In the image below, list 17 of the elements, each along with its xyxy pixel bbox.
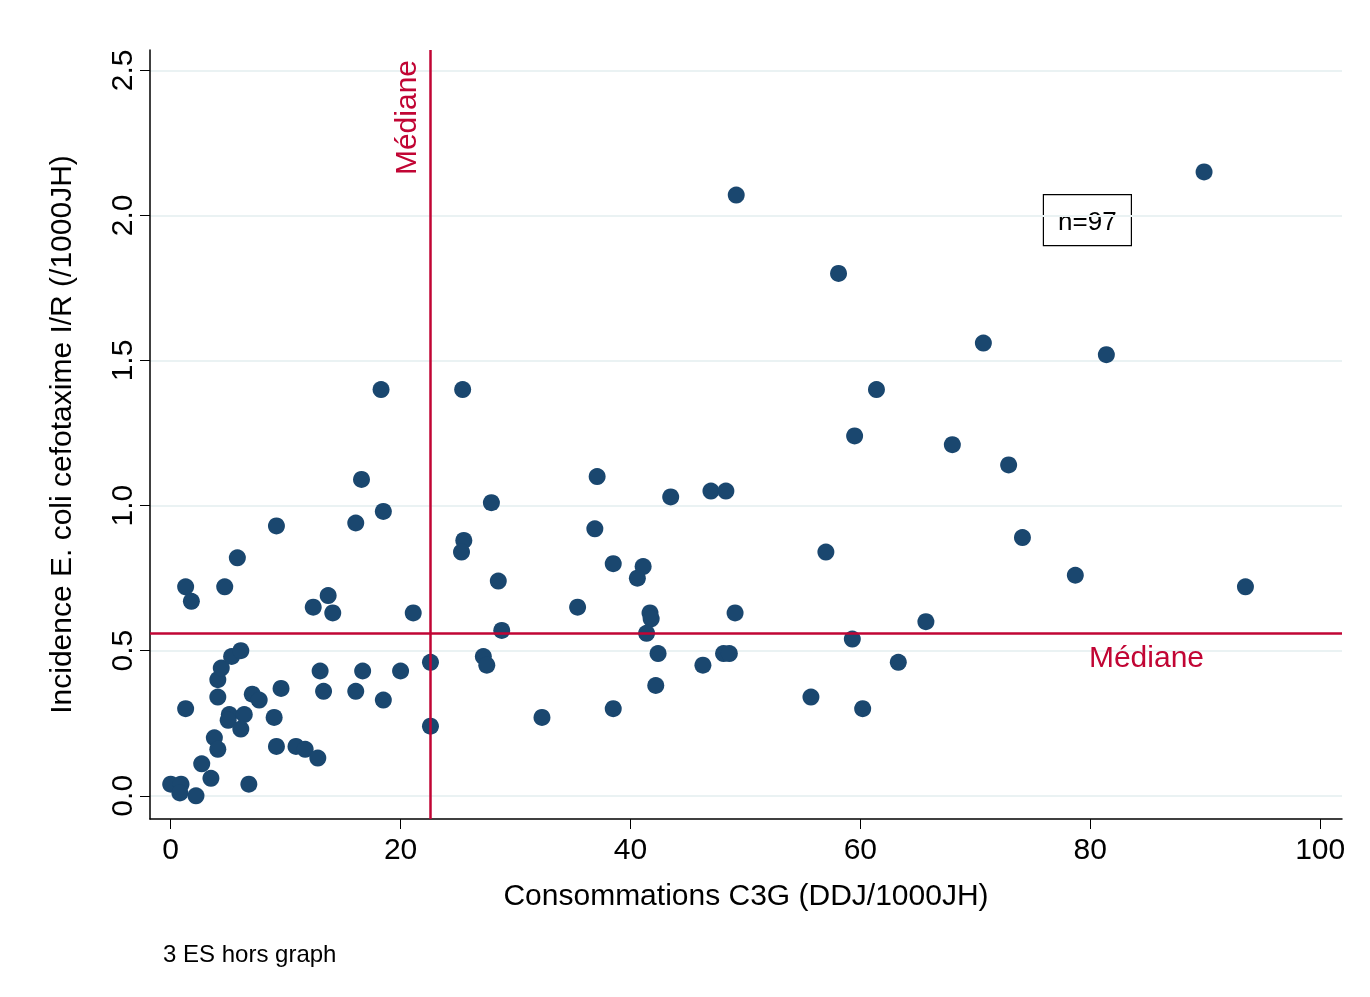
text: 3 ES hors graph [163, 939, 337, 967]
ref-line-label: Médiane [388, 60, 422, 176]
y-tick-label: 0.5 [104, 629, 138, 672]
x-tick-label: 60 [843, 831, 878, 865]
x-tick-label: 80 [1073, 831, 1107, 865]
y-tick-label: 1.5 [104, 339, 138, 382]
ref-line-label: Médiane [1088, 639, 1204, 673]
y-tick-label: 0.0 [104, 774, 138, 817]
y-tick-label: 2.5 [104, 49, 138, 92]
x-tick-label: 0 [162, 831, 180, 865]
x-tick-label: 40 [613, 831, 648, 865]
x-axis-title: Consommations C3G (DDJ/1000JH) [503, 877, 989, 911]
y-tick-label: 2.0 [104, 194, 138, 237]
x-tick-label: 100 [1295, 831, 1346, 865]
y-axis-title: Incidence E. coli cefotaxime I/R (/1000JH) [43, 155, 77, 714]
x-tick-label: 20 [383, 831, 418, 865]
y-tick-label: 1.0 [104, 484, 138, 527]
